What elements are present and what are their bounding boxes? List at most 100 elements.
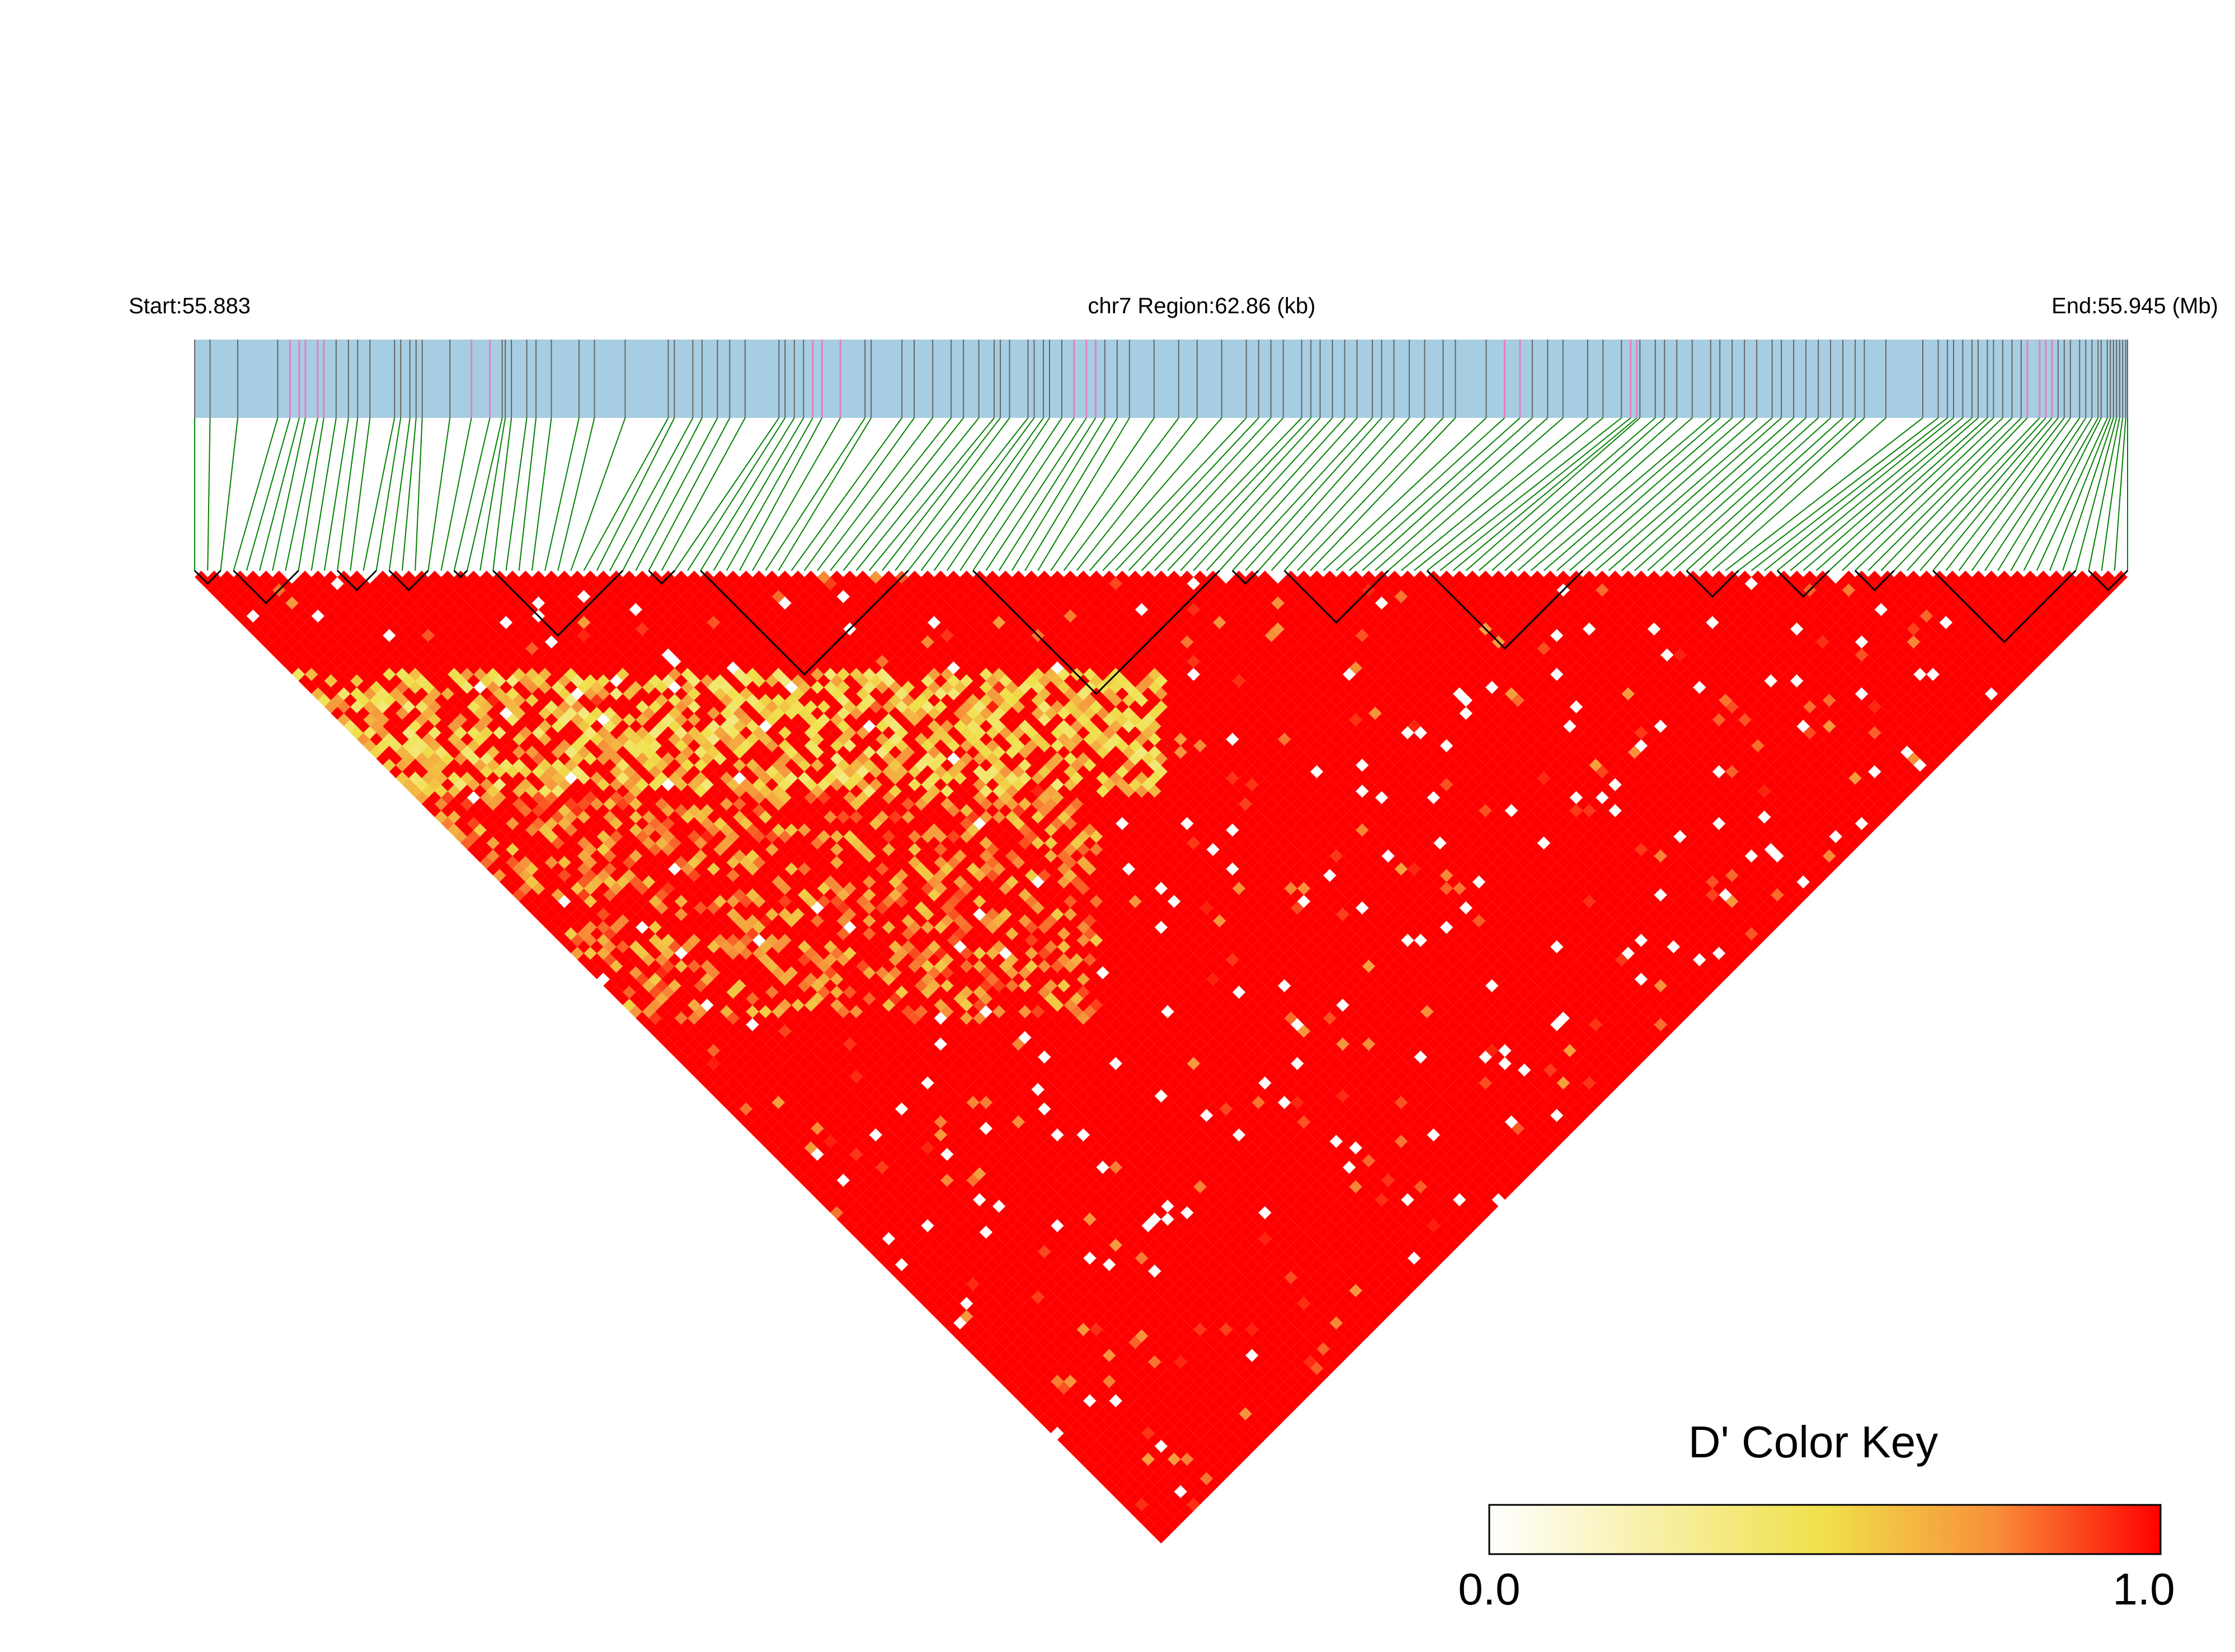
snp-connector-line [518,417,537,571]
ld-cell [888,1082,902,1096]
ld-cell [746,1096,759,1109]
ld-cell [1083,1446,1097,1460]
ld-cell [227,577,241,590]
ld-cell [681,1057,694,1070]
snp-connector-line [648,417,731,571]
ld-cell [999,1284,1012,1297]
ld-cell [746,1122,759,1135]
ld-cell [1109,1290,1122,1304]
ld-cell [1057,1342,1071,1356]
ld-cell [1180,1401,1194,1414]
ld-cell [1109,1446,1122,1460]
ld-cell [999,1362,1012,1375]
ld-cell [610,765,623,779]
ld-cell [973,1310,986,1323]
ld-cell [1064,1310,1077,1323]
snp-connector-line [453,417,491,571]
ld-cell [636,856,649,869]
ld-cell [538,888,552,902]
ld-cell [1083,1355,1097,1369]
ld-cell [934,1128,947,1142]
ld-cell [1011,1349,1025,1362]
ld-cell [953,1212,967,1226]
ld-cell [1070,1316,1084,1330]
ld-cell [1070,1239,1084,1252]
ld-cell [1089,1427,1103,1440]
ld-cell [1070,1303,1084,1317]
ld-cell [408,667,422,681]
ld-cell [1096,1472,1109,1485]
ld-cell [953,1174,967,1187]
ld-cell [590,901,604,915]
ld-cell [305,667,318,681]
ld-cell [999,1193,1012,1207]
ld-cell [798,1005,811,1018]
ld-cell [999,1232,1012,1245]
ld-cell [441,609,454,623]
ld-cell [512,681,526,694]
ld-cell [538,901,552,915]
ld-cell [999,1258,1012,1272]
ld-cell [564,797,578,811]
ld-cell [953,1277,967,1291]
ld-cell [545,778,558,792]
ld-cell [363,622,377,636]
ld-cell [1168,1452,1181,1466]
ld-cell [1245,1427,1259,1440]
snp-connector-line [1491,417,1665,571]
ld-cell [1083,1303,1097,1317]
ld-cell [564,810,578,824]
ld-cell [726,959,740,973]
ld-cell [259,571,273,584]
snp-connector-line [1569,417,1745,571]
snp-connector-line [1063,417,1179,571]
ld-cell [817,1050,831,1064]
ld-cell [363,609,377,623]
ld-cell [1044,1355,1057,1369]
ld-cell [564,759,578,772]
snp-connector-line [1699,417,1865,571]
ld-cell [700,882,714,895]
ld-cell [979,1329,993,1343]
ld-cell [1128,1362,1142,1375]
ld-cell [1038,1206,1051,1220]
gene-track-bar [195,340,2128,418]
ld-cell [992,1174,1006,1187]
ld-cell [908,1167,921,1180]
ld-cell [1148,1342,1161,1356]
ld-cell [636,895,649,908]
ld-cell [1122,1446,1136,1460]
ld-cell [1038,1245,1051,1258]
ld-cell [538,771,552,785]
snp-connector-line [1932,417,2059,571]
ld-cell [610,907,623,921]
ld-cell [1089,1387,1103,1401]
ld-cell [1051,1427,1064,1440]
ld-cell [454,648,467,662]
ld-cell [454,804,467,817]
ld-cell [1161,1433,1174,1447]
ld-cell [240,603,253,616]
ld-cell [590,810,604,824]
snp-connector-line [985,417,1087,571]
ld-cell [726,895,740,908]
snp-connector-line [1764,417,1954,571]
ld-cell [376,752,389,765]
ld-cell [525,823,539,837]
ld-cell [876,1161,889,1174]
ld-cell [434,759,448,772]
ld-cell [421,655,435,668]
ld-cell [966,1264,980,1278]
ld-cell [350,700,364,714]
ld-cell [610,882,623,895]
ld-cell [318,603,331,616]
ld-cell [1226,1459,1239,1472]
ld-cell [564,940,578,954]
ld-cell [1128,1297,1142,1310]
ld-cell [1135,1446,1149,1460]
snp-connector-line [1907,417,2046,571]
ld-cell [882,1245,896,1258]
ld-cell [525,875,539,889]
ld-cell [1044,1381,1057,1395]
snp-connector-line [700,417,795,571]
